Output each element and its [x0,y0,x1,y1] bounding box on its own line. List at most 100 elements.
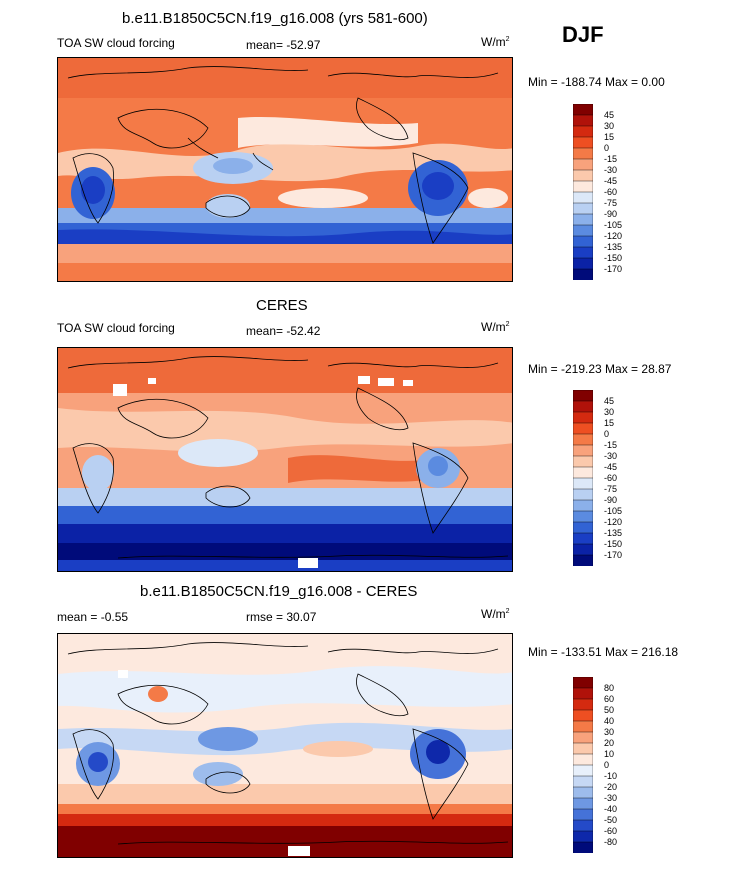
panel-3-minmax: Min = -133.51 Max = 216.18 [528,645,679,659]
colorbar-label: -30 [604,165,618,175]
colorbar-label: -50 [604,815,618,825]
colorbar-label: 80 [604,683,615,693]
colorbar-swatch [573,554,593,566]
colorbar-swatch [573,687,593,700]
colorbar-swatch [573,136,593,149]
colorbar-swatch [573,444,593,457]
colorbar-label: 30 [604,727,615,737]
colorbar-label: -40 [604,804,618,814]
colorbar-label: 45 [604,110,615,120]
colorbar-swatch [573,720,593,733]
colorbar-swatch [573,169,593,182]
panel-2-title: CERES [256,297,308,314]
colorbar-label: -120 [604,517,623,527]
colorbar-swatch [573,202,593,215]
colorbar-label: -90 [604,209,618,219]
colorbar-label: -15 [604,154,618,164]
colorbar-label: 0 [604,760,610,770]
panel-1-title: b.e11.B1850C5CN.f19_g16.008 (yrs 581-600… [122,10,428,27]
colorbar-swatch [573,246,593,259]
colorbar-swatch [573,224,593,237]
colorbar-swatch [573,830,593,843]
colorbar-swatch [573,543,593,556]
colorbar-swatch [573,841,593,853]
colorbar-swatch [573,808,593,821]
colorbar-label: 40 [604,716,615,726]
panel-2-units: W/m2 [481,320,510,334]
panel-1-variable-label: TOA SW cloud forcing [57,36,175,50]
panel-2-mean-label: mean= -52.42 [246,324,321,338]
colorbar-swatch [573,466,593,479]
colorbar-swatch [573,775,593,788]
colorbar-label: -105 [604,220,623,230]
colorbar-label: -170 [604,550,623,560]
season-label: DJF [562,22,604,47]
colorbar-label: -10 [604,771,618,781]
colorbar-swatch [573,753,593,766]
colorbar-label: 60 [604,694,615,704]
panel-2-map [57,347,513,572]
colorbar-swatch [573,510,593,523]
colorbar-label: -45 [604,462,618,472]
colorbar-swatch [573,532,593,545]
colorbar-label: -45 [604,176,618,186]
panel-3-map [57,633,513,858]
colorbar-label: 50 [604,705,615,715]
colorbar-label: -80 [604,837,618,847]
colorbar-swatch [573,104,593,116]
colorbar-swatch [573,411,593,424]
colorbar-swatch [573,709,593,722]
colorbar-swatch [573,742,593,755]
colorbar-label: -30 [604,451,618,461]
colorbar-swatch [573,499,593,512]
colorbar-label: -135 [604,242,623,252]
panel-2-minmax: Min = -219.23 Max = 28.87 [528,362,672,376]
colorbar-swatch [573,158,593,171]
colorbar-label: 30 [604,121,615,131]
colorbar-label: 45 [604,396,615,406]
colorbar-label: -150 [604,539,623,549]
colorbar-label: 15 [604,418,615,428]
colorbar-label: -90 [604,495,618,505]
panel-3-rmse-label: rmse = 30.07 [246,610,317,624]
colorbar-label: 0 [604,143,610,153]
colorbar-label: 0 [604,429,610,439]
colorbar-swatch [573,180,593,193]
colorbar-swatch [573,257,593,270]
colorbar-swatch [573,390,593,402]
colorbar-label: 10 [604,749,615,759]
colorbar-swatch [573,797,593,810]
colorbar-swatch [573,400,593,413]
colorbar-swatch [573,147,593,160]
colorbar-swatch [573,786,593,799]
panel-1-map [57,57,513,282]
colorbar-swatch [573,213,593,226]
colorbar-label: -30 [604,793,618,803]
panel-3-mean-label: mean = -0.55 [57,610,129,624]
colorbar-swatch [573,677,593,689]
colorbar-swatch [573,191,593,204]
colorbar-swatch [573,268,593,280]
colorbar-label: -60 [604,187,618,197]
colorbar-label: -15 [604,440,618,450]
colorbar-swatch [573,114,593,127]
colorbar-swatch [573,235,593,248]
colorbar-label: 15 [604,132,615,142]
colorbar-swatch [573,731,593,744]
colorbar-swatch [573,819,593,832]
colorbar-swatch [573,521,593,534]
colorbar-swatch [573,488,593,501]
panel-3-units: W/m2 [481,607,510,621]
panel-2-colorbar [573,390,593,566]
colorbar-swatch [573,125,593,138]
panel-3-colorbar [573,677,593,853]
colorbar-label: -150 [604,253,623,263]
colorbar-label: -75 [604,484,618,494]
panel-1-minmax: Min = -188.74 Max = 0.00 [528,75,665,89]
colorbar-label: -20 [604,782,618,792]
colorbar-label: -60 [604,473,618,483]
panel-3-title: b.e11.B1850C5CN.f19_g16.008 - CERES [140,583,418,600]
panel-1-colorbar [573,104,593,280]
colorbar-label: 30 [604,407,615,417]
colorbar-swatch [573,698,593,711]
